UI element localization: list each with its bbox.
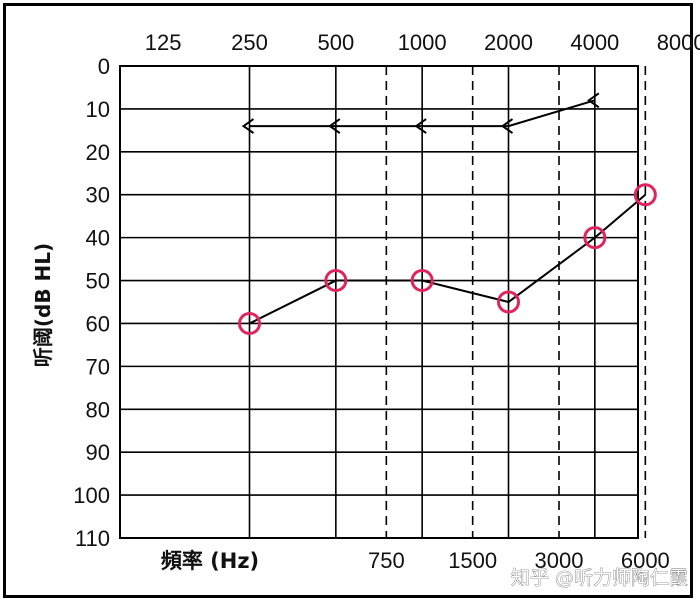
- data-point-bracket: [500, 118, 514, 134]
- data-point-circle: [633, 183, 657, 207]
- watermark: 知乎 @听力师陶仁霞: [511, 567, 688, 589]
- x-tick-label-bottom: 6000: [621, 548, 670, 573]
- y-tick-label: 20: [86, 140, 110, 165]
- y-tick-label: 110: [75, 526, 110, 551]
- y-tick-label: 80: [86, 397, 110, 422]
- x-tick-label-bottom: 1500: [448, 548, 497, 573]
- y-tick-label: 100: [73, 483, 110, 508]
- x-tick-label-top: 250: [231, 30, 268, 55]
- chart-series: [238, 92, 657, 335]
- y-tick-label: 70: [86, 354, 110, 379]
- data-point-bracket: [328, 118, 341, 134]
- x-tick-label-top: 500: [317, 30, 354, 55]
- x-tick-label-top: 2000: [484, 30, 533, 55]
- data-point-circle: [497, 290, 520, 314]
- series-line: [249, 193, 646, 325]
- x-tick-label-top: 1000: [398, 30, 447, 55]
- x-tick-label-top: 8000: [657, 30, 700, 55]
- data-point-bracket: [587, 92, 600, 109]
- x-tick-label-bottom: 750: [368, 548, 405, 573]
- y-tick-label: 50: [86, 269, 110, 294]
- data-point-bracket: [414, 118, 427, 134]
- data-point-circle: [583, 226, 607, 250]
- y-tick-label: 40: [86, 226, 110, 251]
- x-axis-label: 頻率 (Hz): [161, 549, 259, 573]
- data-point-circle: [410, 269, 434, 293]
- data-point-bracket: [241, 118, 255, 134]
- chart-grid: [119, 65, 647, 539]
- y-tick-label: 60: [86, 311, 110, 336]
- series-line: [249, 99, 596, 128]
- data-point-circle: [238, 311, 261, 335]
- y-tick-label: 30: [86, 183, 110, 208]
- y-tick-label: 0: [98, 54, 110, 79]
- plot-border: [119, 65, 639, 539]
- x-tick-label-bottom: 3000: [535, 548, 584, 573]
- chart-ticks: 0 10 20 30 40 50 60 70 80 90 100 110 125 250 500 1000 20…: [73, 30, 700, 573]
- chart-frame: [3, 3, 693, 598]
- x-tick-label-top: 4000: [570, 30, 619, 55]
- x-tick-label-top: 125: [145, 30, 182, 55]
- y-tick-label: 10: [86, 97, 110, 122]
- y-axis-label: 听阈(dB HL): [31, 243, 55, 367]
- y-tick-label: 90: [86, 440, 110, 465]
- data-point-circle: [324, 269, 348, 293]
